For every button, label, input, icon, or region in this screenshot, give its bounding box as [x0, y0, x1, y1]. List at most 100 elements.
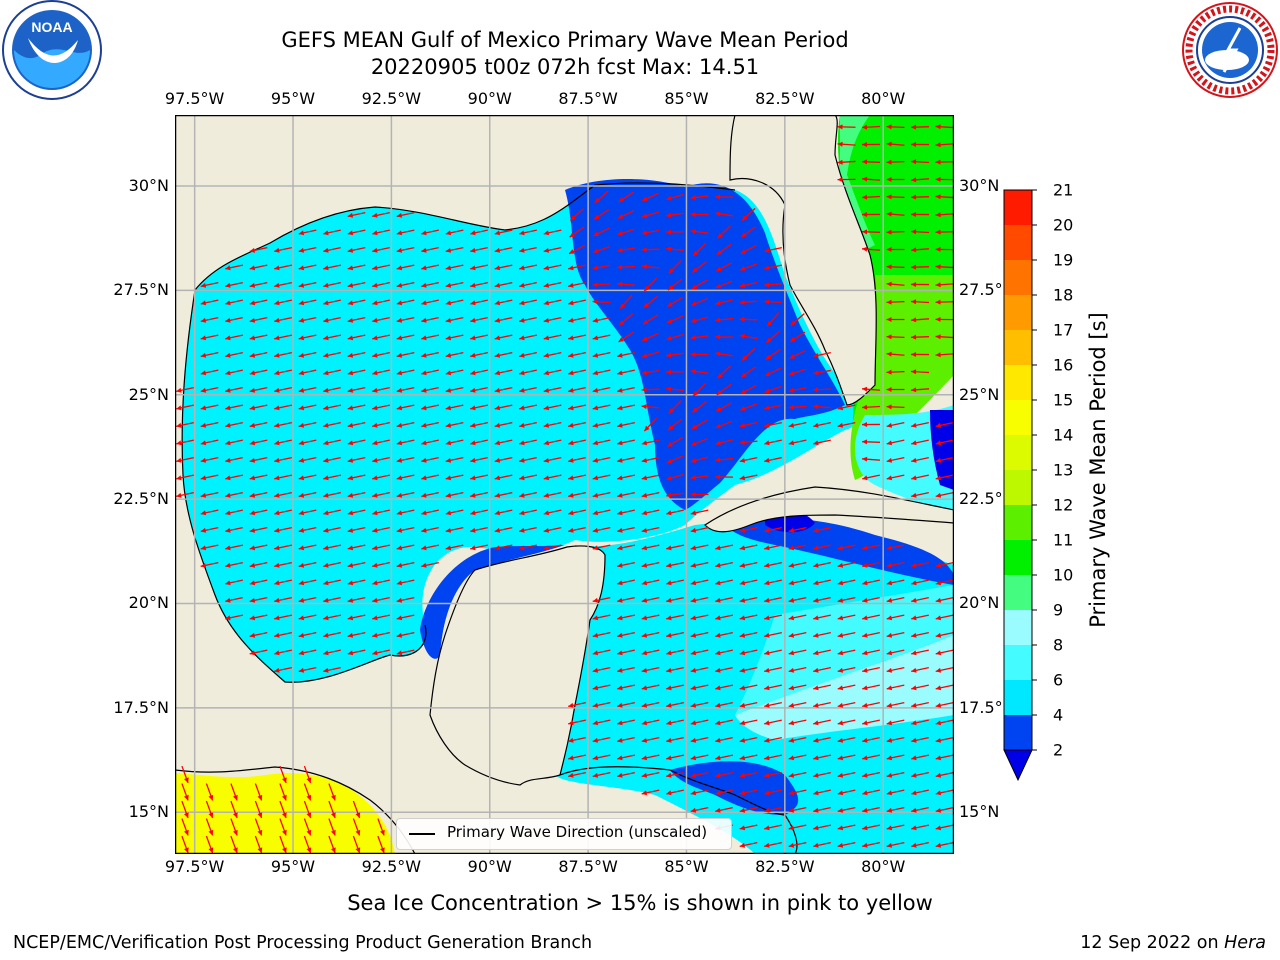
wave-direction-arrow: [690, 212, 709, 217]
wave-direction-arrow: [910, 387, 930, 393]
wave-direction-arrow: [445, 299, 464, 306]
wave-direction-arrow: [274, 666, 292, 673]
wave-direction-arrow: [935, 264, 954, 270]
wave-direction-arrow: [592, 701, 611, 708]
wave-direction-arrow: [715, 596, 733, 603]
wave-direction-arrow: [813, 614, 831, 621]
wave-direction-arrow: [813, 736, 831, 743]
wave-direction-arrow: [764, 631, 782, 638]
wave-direction-arrow: [862, 579, 880, 586]
wave-direction-arrow: [911, 631, 929, 638]
wave-direction-arrow: [616, 281, 636, 287]
wave-direction-arrow: [666, 579, 684, 586]
wave-direction-arrow: [886, 334, 905, 340]
wave-direction-arrow: [935, 684, 954, 691]
wave-direction-arrow: [862, 789, 880, 796]
colorbar-segment: [1004, 470, 1032, 505]
wave-direction-arrow: [837, 666, 856, 673]
wave-direction-arrow: [279, 765, 287, 784]
wave-direction-arrow: [715, 211, 733, 217]
wave-direction-arrow: [323, 614, 341, 621]
wave-direction-arrow: [230, 783, 238, 801]
wave-direction-arrow: [862, 719, 880, 726]
wave-direction-arrow: [910, 281, 930, 287]
wave-direction-arrow: [935, 456, 954, 463]
wave-direction-arrow: [494, 439, 513, 446]
wave-direction-arrow: [886, 614, 905, 621]
wave-direction-arrow: [788, 824, 807, 831]
wave-direction-arrow: [421, 561, 439, 568]
wave-direction-arrow: [641, 561, 660, 568]
wave-direction-arrow: [470, 264, 488, 271]
wave-direction-arrow: [372, 264, 390, 271]
wave-direction-arrow: [592, 299, 611, 305]
wave-direction-arrow: [323, 369, 341, 376]
wave-direction-arrow: [618, 191, 634, 203]
colorbar-segment: [1004, 225, 1032, 260]
wave-direction-arrow: [200, 509, 219, 516]
wave-direction-arrow: [716, 243, 732, 256]
wave-direction-arrow: [788, 404, 807, 410]
wave-direction-arrow: [323, 666, 341, 673]
wave-direction-arrow: [641, 771, 660, 778]
wave-direction-arrow: [837, 561, 856, 568]
wave-direction-arrow: [372, 526, 390, 533]
wave-direction-arrow: [494, 421, 513, 428]
wave-direction-arrow: [813, 754, 831, 761]
wave-direction-arrow: [886, 404, 905, 410]
wave-direction-arrow: [592, 334, 611, 341]
wave-direction-arrow: [861, 386, 881, 392]
wave-direction-arrow: [470, 281, 488, 288]
wave-direction-arrow: [323, 544, 341, 551]
wave-direction-arrow: [470, 299, 488, 306]
wave-direction-arrow: [230, 818, 238, 836]
wave-direction-arrow: [717, 225, 731, 239]
wave-direction-arrow: [837, 789, 856, 796]
wave-direction-arrow: [347, 421, 366, 428]
wave-direction-arrow: [176, 386, 194, 393]
wave-direction-arrow: [519, 334, 537, 341]
wave-direction-arrow: [641, 351, 660, 359]
wave-direction-arrow: [813, 439, 831, 446]
wave-direction-arrow: [445, 526, 464, 533]
colorbar-segment: [1004, 680, 1032, 715]
wave-direction-arrow: [935, 194, 954, 200]
wave-direction-arrow: [254, 835, 263, 854]
wave-direction-arrow: [935, 159, 954, 165]
wave-direction-arrow: [249, 649, 268, 656]
wave-direction-arrow: [690, 701, 709, 708]
wave-direction-arrow: [666, 296, 684, 308]
wave-direction-arrow: [323, 421, 341, 428]
wave-direction-arrow: [715, 262, 733, 272]
colorbar-segment: [1004, 400, 1032, 435]
wave-direction-arrow: [691, 401, 708, 413]
wave-direction-arrow: [298, 316, 317, 323]
wave-direction-arrow: [568, 754, 586, 761]
wave-direction-arrow: [323, 579, 341, 586]
wave-direction-arrow: [323, 439, 341, 446]
wave-direction-arrow: [274, 526, 292, 533]
wave-direction-arrow: [641, 596, 660, 603]
wave-direction-arrow: [739, 421, 758, 428]
wave-direction-arrow: [593, 208, 610, 221]
wave-direction-arrow: [788, 631, 807, 638]
wave-direction-arrow: [666, 789, 684, 796]
wave-direction-arrow: [421, 299, 439, 306]
wave-direction-arrow: [641, 754, 660, 761]
wave-direction-arrow: [592, 456, 611, 463]
wave-direction-arrow: [298, 544, 317, 551]
wave-direction-arrow: [323, 631, 341, 638]
wave-direction-arrow: [445, 421, 464, 428]
florida-peninsula-land: [729, 115, 877, 406]
wave-direction-arrow: [445, 386, 464, 393]
wave-direction-arrow: [862, 806, 880, 813]
latitude-tick-label: 20°N: [959, 593, 1000, 613]
wave-direction-arrow: [666, 684, 684, 691]
wave-direction-arrow: [837, 701, 856, 708]
wave-direction-arrow: [421, 456, 439, 463]
wave-direction-arrow: [519, 351, 537, 358]
wave-direction-arrows: [176, 124, 954, 854]
wave-direction-arrow: [298, 631, 317, 638]
wave-direction-arrow: [230, 835, 238, 854]
wave-direction-arrow: [225, 439, 243, 446]
